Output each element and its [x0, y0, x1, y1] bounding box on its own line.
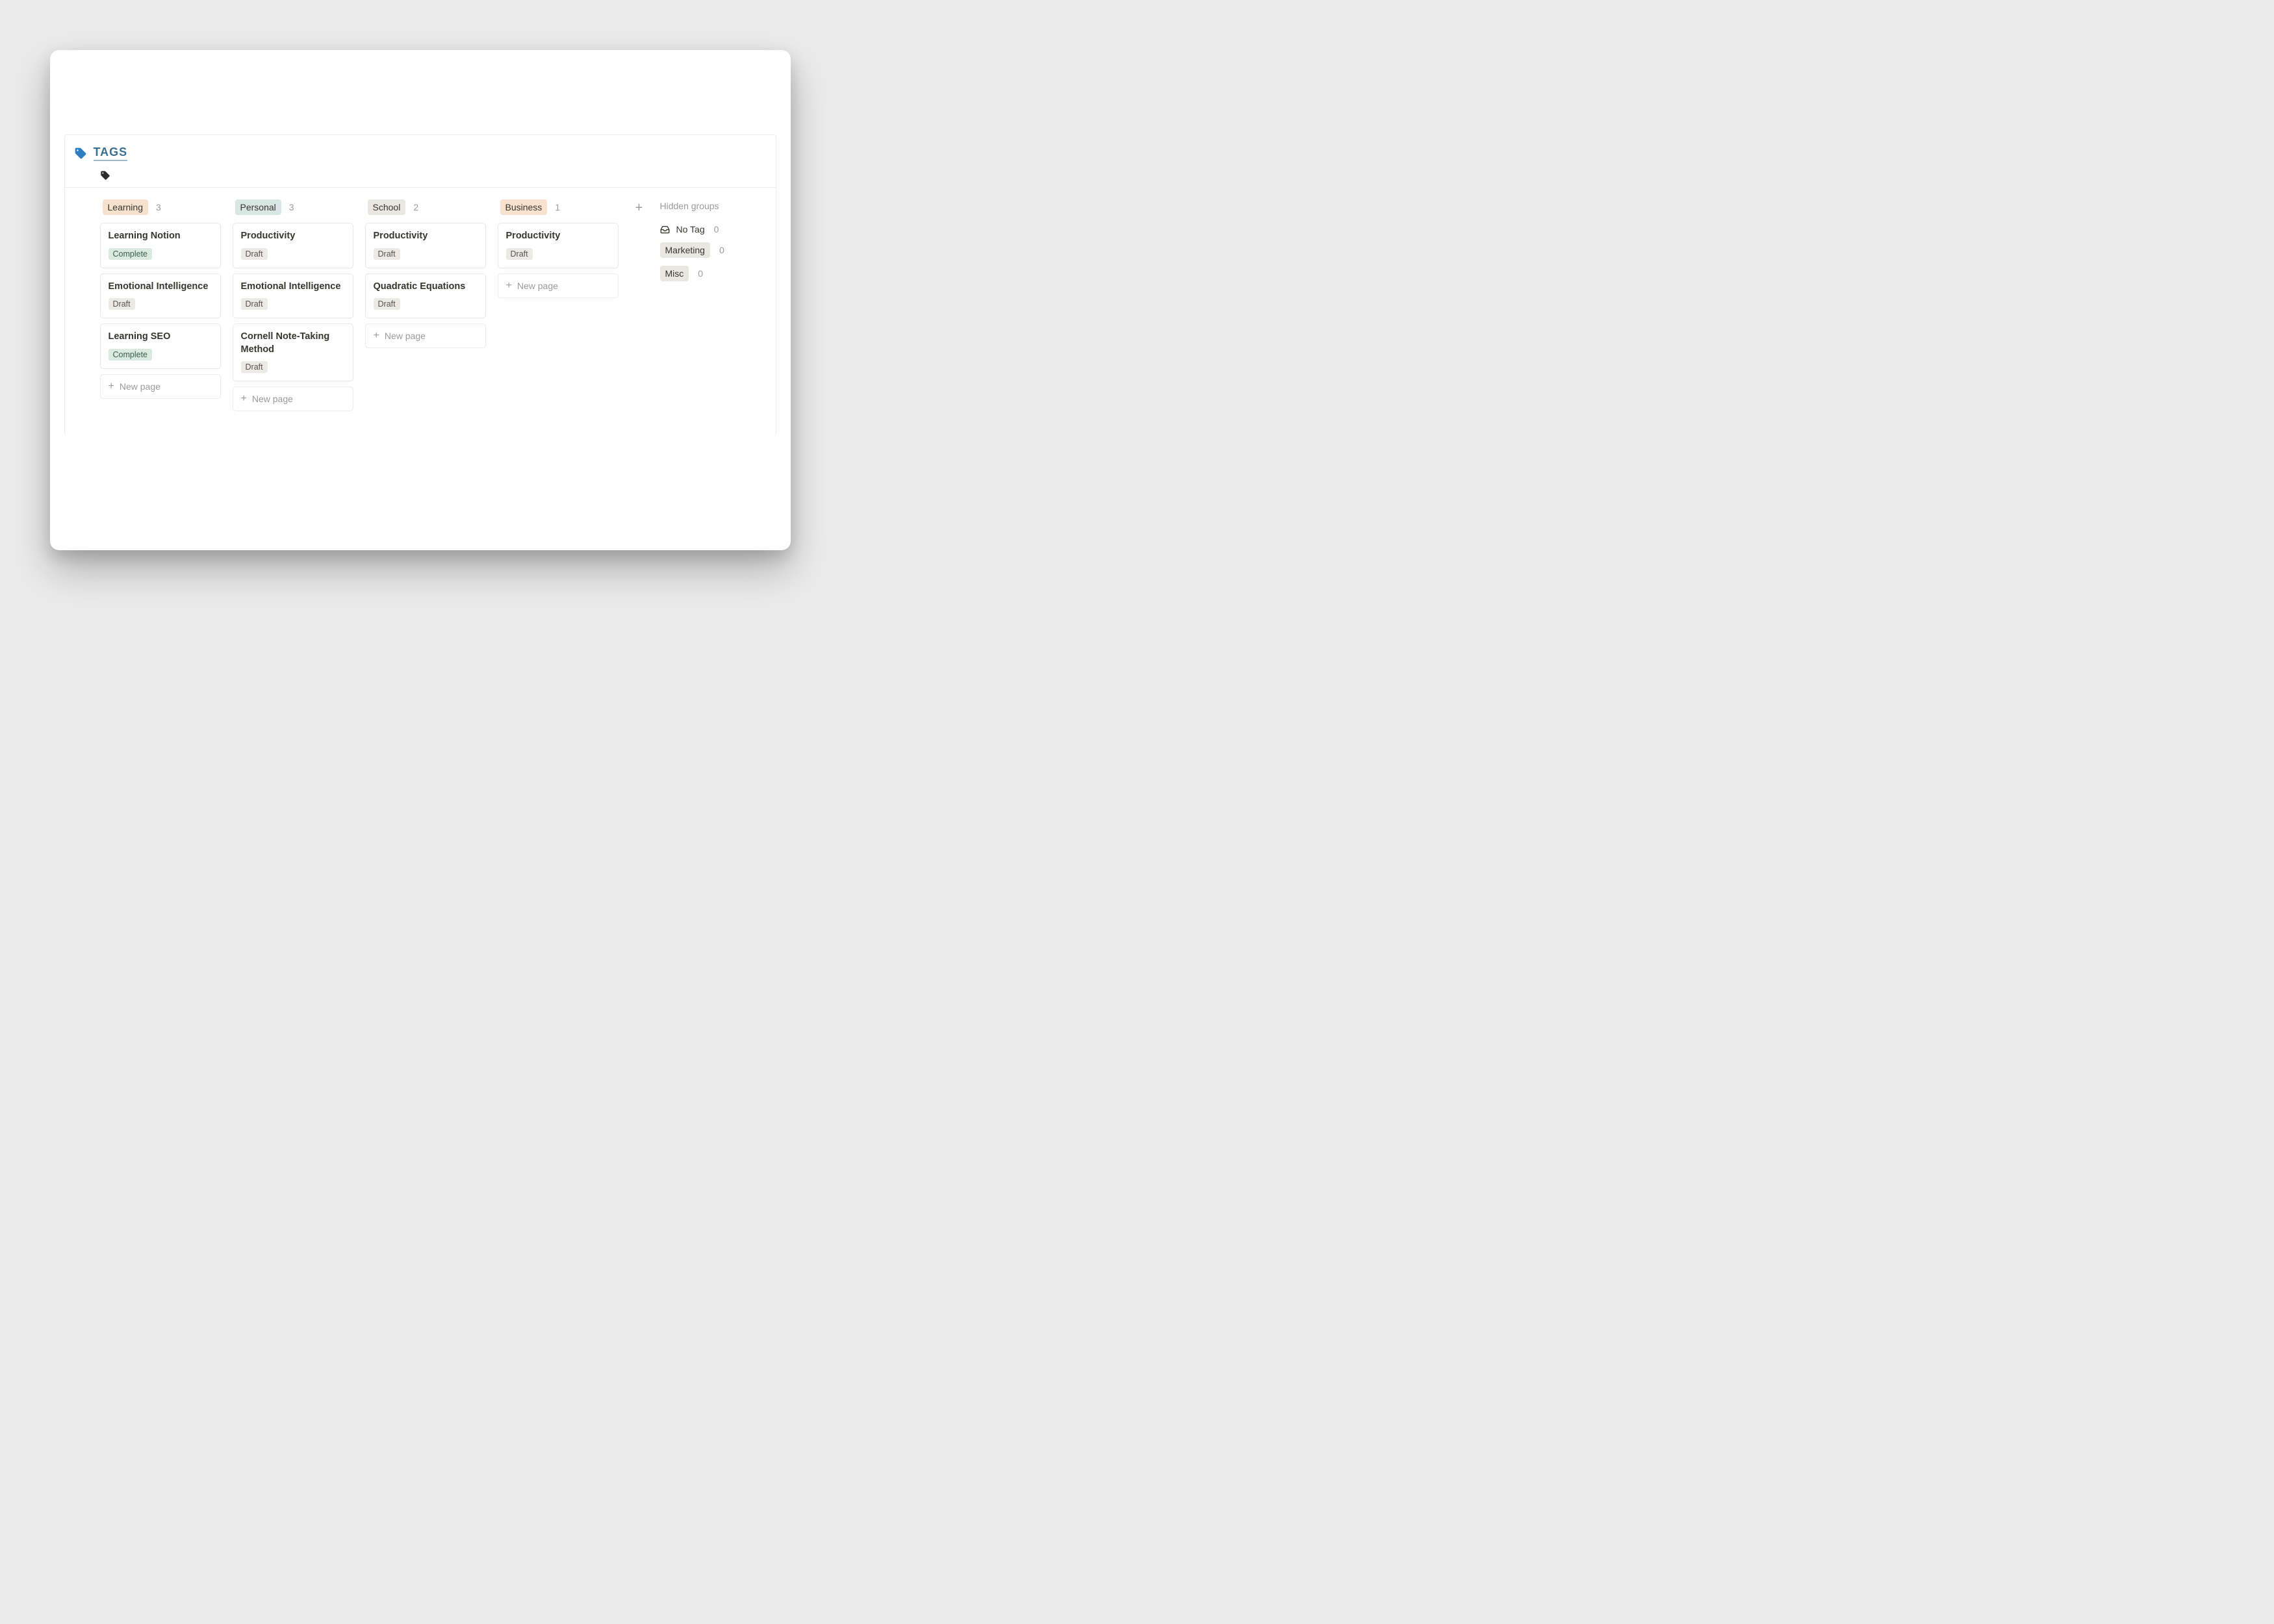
column-header[interactable]: Personal 3: [233, 199, 353, 223]
hidden-groups-title: Hidden groups: [660, 199, 764, 220]
group-pill[interactable]: Marketing: [660, 242, 710, 258]
column-count: 2: [413, 202, 418, 212]
board-card[interactable]: Quadratic Equations Draft: [365, 273, 486, 319]
view-tab-tag-icon[interactable]: [100, 170, 776, 181]
plus-icon: +: [374, 331, 379, 341]
new-page-button[interactable]: + New page: [100, 374, 221, 399]
group-pill[interactable]: Learning: [103, 199, 149, 215]
hidden-group-label: No Tag: [676, 224, 705, 235]
board-column: Learning 3 Learning Notion Complete Emotiona…: [100, 199, 221, 411]
kanban-board: Learning 3 Learning Notion Complete Emotiona…: [65, 188, 776, 411]
card-status-badge: Draft: [241, 298, 268, 310]
hidden-group-row[interactable]: Marketing 0: [660, 238, 764, 262]
card-status-badge: Draft: [374, 298, 400, 310]
new-page-button[interactable]: + New page: [498, 273, 619, 298]
card-title: Productivity: [506, 230, 610, 243]
card-status-badge: Complete: [109, 248, 153, 260]
board-card[interactable]: Productivity Draft: [498, 223, 619, 268]
plus-icon: +: [506, 281, 512, 291]
card-status-badge: Draft: [241, 361, 268, 373]
card-status-badge: Draft: [109, 298, 135, 310]
hidden-groups: Hidden groups No Tag 0 Marketing 0 Misc 0: [660, 199, 764, 411]
board-card[interactable]: Emotional Intelligence Draft: [233, 273, 353, 319]
column-count: 3: [289, 202, 294, 212]
card-title: Productivity: [374, 230, 478, 243]
inbox-icon: [660, 225, 670, 235]
new-page-button[interactable]: + New page: [365, 324, 486, 348]
card-status-badge: Draft: [241, 248, 268, 260]
board-panel: TAGS Learning 3 Learning Notion Complete Emo…: [64, 134, 776, 436]
card-status-badge: Complete: [109, 349, 153, 361]
board-card[interactable]: Learning SEO Complete: [100, 324, 221, 369]
card-title: Emotional Intelligence: [109, 281, 212, 294]
column-header[interactable]: Learning 3: [100, 199, 221, 223]
hidden-group-count: 0: [698, 268, 703, 279]
hidden-group-count: 0: [719, 245, 724, 255]
app-window: TAGS Learning 3 Learning Notion Complete Emo…: [50, 50, 791, 550]
card-title: Quadratic Equations: [374, 281, 478, 294]
panel-title[interactable]: TAGS: [94, 146, 128, 161]
card-title: Productivity: [241, 230, 345, 243]
board-column: Personal3ProductivityDraftEmotional Inte…: [233, 199, 353, 411]
plus-icon: +: [241, 394, 247, 404]
board-card[interactable]: Learning Notion Complete: [100, 223, 221, 268]
group-pill[interactable]: Misc: [660, 266, 689, 281]
panel-header: TAGS: [65, 135, 776, 166]
view-tabs: [65, 166, 776, 188]
tag-icon: [74, 147, 87, 160]
group-pill[interactable]: Business: [500, 199, 548, 215]
card-title: Learning SEO: [109, 331, 212, 344]
add-column-button[interactable]: +: [630, 199, 648, 411]
new-page-label: New page: [252, 394, 293, 404]
plus-icon: +: [109, 381, 114, 392]
board-card[interactable]: Cornell Note-Taking Method Draft: [233, 324, 353, 381]
hidden-group-row[interactable]: Misc 0: [660, 262, 764, 285]
new-page-label: New page: [385, 331, 426, 341]
hidden-group-count: 0: [714, 224, 719, 235]
board-card[interactable]: Emotional Intelligence Draft: [100, 273, 221, 319]
new-page-button[interactable]: + New page: [233, 387, 353, 411]
new-page-label: New page: [517, 281, 558, 291]
board-card[interactable]: Productivity Draft: [233, 223, 353, 268]
column-count: 3: [156, 202, 161, 212]
card-status-badge: Draft: [506, 248, 533, 260]
board-column: School2ProductivityDraftQuadratic Equati…: [365, 199, 486, 411]
board-card[interactable]: Productivity Draft: [365, 223, 486, 268]
card-status-badge: Draft: [374, 248, 400, 260]
column-count: 1: [555, 202, 560, 212]
new-page-label: New page: [120, 381, 160, 392]
column-header[interactable]: School 2: [365, 199, 486, 223]
board-column: Business 1 Productivity Draft + New page: [498, 199, 619, 411]
group-pill[interactable]: Personal: [235, 199, 281, 215]
card-title: Cornell Note-Taking Method: [241, 331, 345, 356]
group-pill[interactable]: School: [368, 199, 406, 215]
card-title: Emotional Intelligence: [241, 281, 345, 294]
column-header[interactable]: Business 1: [498, 199, 619, 223]
card-title: Learning Notion: [109, 230, 212, 243]
hidden-group-row[interactable]: No Tag 0: [660, 220, 764, 238]
